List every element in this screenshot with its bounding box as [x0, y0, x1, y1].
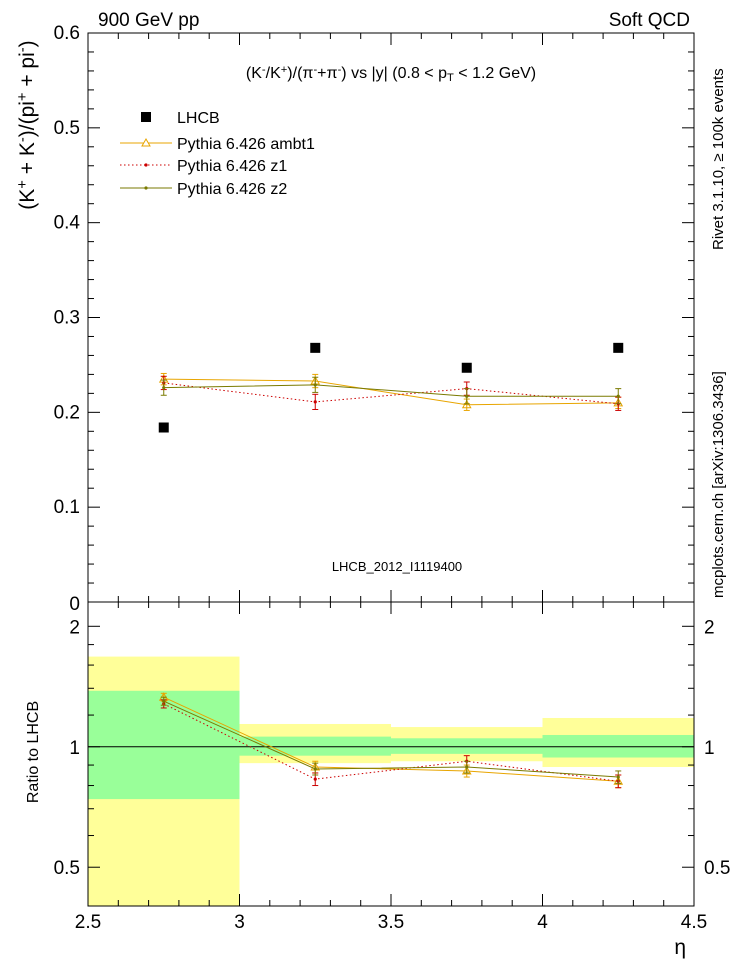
ratio-ytick-label: 2	[69, 617, 80, 638]
main-ylabel-part: -	[15, 137, 31, 142]
legend-label-lhcb: LHCB	[177, 110, 220, 127]
main-ytick-label: 0.6	[54, 23, 80, 44]
ratio-ytick-label-right: 2	[704, 617, 715, 638]
ratio-ytick-label: 0.5	[54, 858, 80, 879]
main-ytick-label: 0	[69, 594, 80, 615]
main-ylabel-part: + pi	[16, 52, 39, 92]
main-title-part: T	[447, 72, 454, 84]
ratio-z1-line	[163, 703, 619, 782]
ratio-ambt1-line	[163, 696, 619, 782]
ratio-ytick-label-right: 0.5	[704, 858, 730, 879]
ratio-ylabel: Ratio to LHCB	[25, 701, 42, 803]
main-title-part: )/(π	[287, 65, 313, 82]
main-title-part: -	[313, 64, 317, 76]
ratio-band-inner	[542, 734, 694, 758]
legend-label-z1: Pythia 6.426 z1	[177, 158, 287, 175]
legend-marker-lhcb	[141, 112, 151, 122]
main-ylabel-part: +	[15, 93, 31, 102]
ratio-z2-point	[162, 699, 166, 703]
main-ylabel-part: (K	[16, 189, 39, 210]
main-ambt1-line	[163, 378, 619, 406]
main-title-part: +π	[317, 65, 337, 82]
ratio-xtick-label: 3.5	[378, 912, 404, 933]
main-plot: 00.10.20.30.40.50.6(K-/K+)/(π-+π-) vs |y…	[15, 23, 695, 615]
legend-label-ambt1: Pythia 6.426 ambt1	[177, 136, 315, 153]
main-lhcb-point	[158, 422, 169, 433]
header-left: 900 GeV pp	[98, 10, 199, 31]
main-z2-point	[162, 386, 166, 390]
main-title-part: (K	[246, 65, 262, 82]
ratio-z2-point	[616, 775, 620, 779]
ratio-ytick-label: 1	[69, 738, 80, 759]
watermark: LHCB_2012_I1119400	[332, 559, 462, 574]
ratio-band-inner	[239, 736, 391, 756]
main-ylabel-part: )	[16, 40, 39, 47]
main-title-part: -	[338, 64, 342, 76]
main-lhcb-point	[461, 362, 472, 373]
main-z2-point	[313, 383, 317, 387]
main-title-part: +	[281, 64, 288, 76]
main-title-part: < 1.2 GeV)	[454, 65, 536, 82]
main-z2-line	[163, 384, 619, 397]
header-right: Soft QCD	[609, 10, 690, 31]
main-title-part: -	[262, 64, 266, 76]
legend-label-z2: Pythia 6.426 z2	[177, 181, 287, 198]
ratio-z2-point	[313, 767, 317, 771]
main-title-part: ) vs |y| (0.8 < p	[341, 65, 447, 82]
main-title: (K-/K+)/(π-+π-) vs |y| (0.8 < pT < 1.2 G…	[246, 64, 536, 84]
ratio-xtick-label: 4	[537, 912, 548, 933]
main-z2-point	[616, 394, 620, 398]
ratio-xlabel: η	[674, 936, 686, 959]
ratio-xtick-label: 4.5	[681, 912, 707, 933]
main-z2-point	[465, 394, 469, 398]
rivet-label: Rivet 3.1.10, ≥ 100k events	[710, 68, 727, 250]
ratio-ambt1-point	[461, 765, 472, 775]
ratio-plot: 0.5 0.5 1 1 2 2 2.5 3 3.5 4 4.5 Ratio to LHCB η	[25, 601, 730, 959]
ratio-z2-point	[465, 765, 469, 769]
main-lhcb-point	[613, 342, 624, 353]
ratio-xtick-label: 2.5	[75, 912, 101, 933]
mcplots-label: mcplots.cern.ch [arXiv:1306.3436]	[710, 371, 727, 598]
main-ytick-label: 0.1	[54, 497, 80, 518]
ratio-band-inner	[391, 738, 543, 754]
main-ylabel: (K+ + K-)/(pi+ + pi-)	[15, 40, 39, 209]
ratio-xtick-label: 3	[234, 912, 245, 933]
main-ylabel-part: +	[15, 180, 31, 189]
legend-marker-z1	[144, 163, 148, 167]
main-ytick-label: 0.4	[54, 213, 81, 234]
ratio-z2-line	[163, 700, 619, 778]
main-ylabel-part: -	[15, 47, 31, 52]
main-ylabel-part: )/(pi	[16, 101, 39, 137]
main-ylabel-part: + K	[16, 142, 39, 180]
main-lhcb-point	[310, 342, 321, 353]
legend: LHCB Pythia 6.426 ambt1 Pythia 6.426 z1 Pyt…	[120, 110, 315, 198]
legend-marker-ambt1	[141, 137, 151, 147]
legend-marker-z2	[144, 186, 148, 190]
main-z1-point	[313, 400, 317, 404]
ratio-ytick-label-right: 1	[704, 738, 715, 759]
main-ytick-label: 0.5	[54, 118, 80, 139]
ratio-band-inner	[88, 690, 240, 800]
main-ytick-label: 0.2	[54, 402, 80, 423]
ratio-z1-point	[313, 777, 317, 781]
main-ytick-label: 0.3	[54, 308, 80, 329]
main-title-part: /K	[266, 65, 281, 82]
